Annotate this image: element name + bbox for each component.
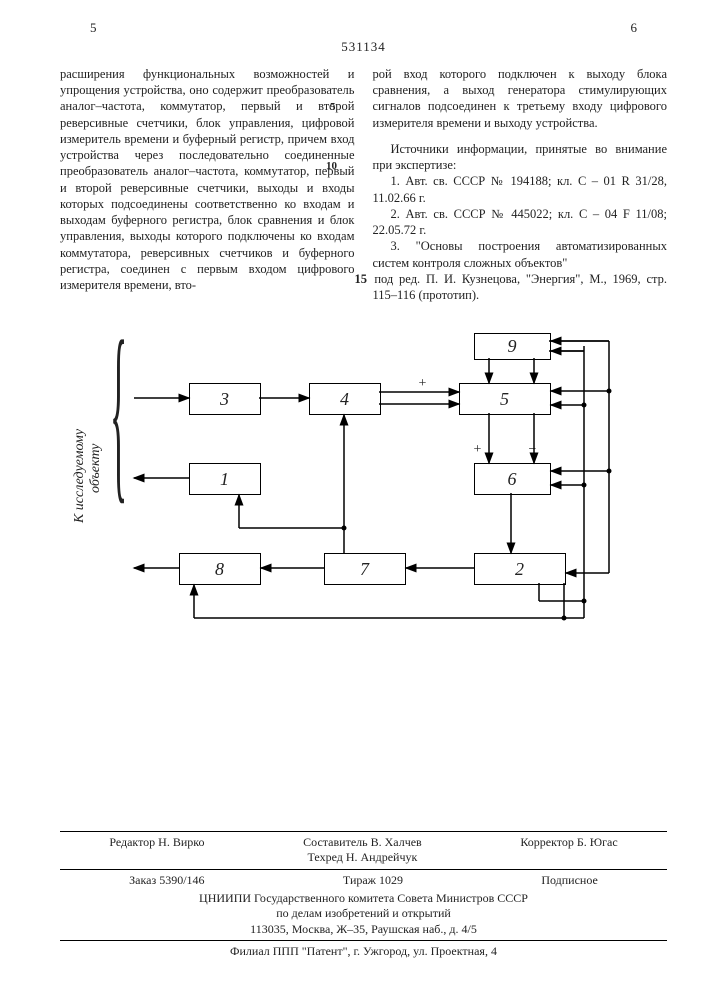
refs-title: Источники информации, принятые во вни­ма… [373,141,668,174]
text-columns: расширения функциональных возможностей и… [60,66,667,304]
footer-row-1: Редактор Н. Вирко Составитель В. Халчев … [60,835,667,866]
order-no: Заказ 5390/146 [129,873,204,889]
divider-icon [60,940,667,941]
page-no-left: 5 [90,20,97,37]
footer-line-4: по делам изобретений и открытий [60,906,667,922]
diagram-wires [79,333,649,643]
corrector: Корректор Б. Югас [520,835,617,866]
block-diagram: К исследуемому объекту { 3 4 5 9 6 1 2 7… [79,333,649,643]
footer-row-2: Заказ 5390/146 Тираж 1029 Подписное [60,873,667,889]
right-p1: рой вход которого подключен к выходу бло… [373,66,668,131]
footer-line-3: ЦНИИПИ Государственного комитета Совета … [60,891,667,907]
left-paragraph: расширения функциональных возможностей и… [60,66,355,294]
divider-icon [60,869,667,870]
tirage: Тираж 1029 [343,873,403,889]
ref-1: 1. Авт. св. СССР № 194188; кл. С – 01 R … [373,173,668,206]
column-left: расширения функциональных возможностей и… [60,66,355,304]
page: 5 6 531134 расширения функциональных воз… [0,0,707,1000]
ref-3a: 3. "Основы построения автоматизирован­ны… [373,238,668,271]
ref-2: 2. Авт. св. СССР № 445022; кл. С – 04 F … [373,206,668,239]
imprint-footer: Редактор Н. Вирко Составитель В. Халчев … [60,828,667,960]
references: Источники информации, принятые во вни­ма… [373,141,668,304]
line-marker-15: 15 [355,271,369,287]
patent-number: 531134 [60,39,667,56]
footer-line-5: 113035, Москва, Ж–35, Раушская наб., д. … [60,922,667,938]
header-row: 5 6 [60,20,667,37]
editor: Редактор Н. Вирко [109,835,204,866]
line-marker-5: 5 [330,100,336,114]
ref-3b: 15 под ред. П. И. Кузнецова, "Энергия", … [373,271,668,304]
subscription: Подписное [541,873,598,889]
divider-icon [60,831,667,832]
footer-line-6: Филиал ППП "Патент", г. Ужгород, ул. Про… [60,944,667,960]
line-marker-10: 10 [326,159,337,173]
compiler-techred: Составитель В. Халчев Техред Н. Андрейчу… [303,835,422,866]
page-no-right: 6 [631,20,638,37]
column-right: рой вход которого подключен к выходу бло… [373,66,668,304]
